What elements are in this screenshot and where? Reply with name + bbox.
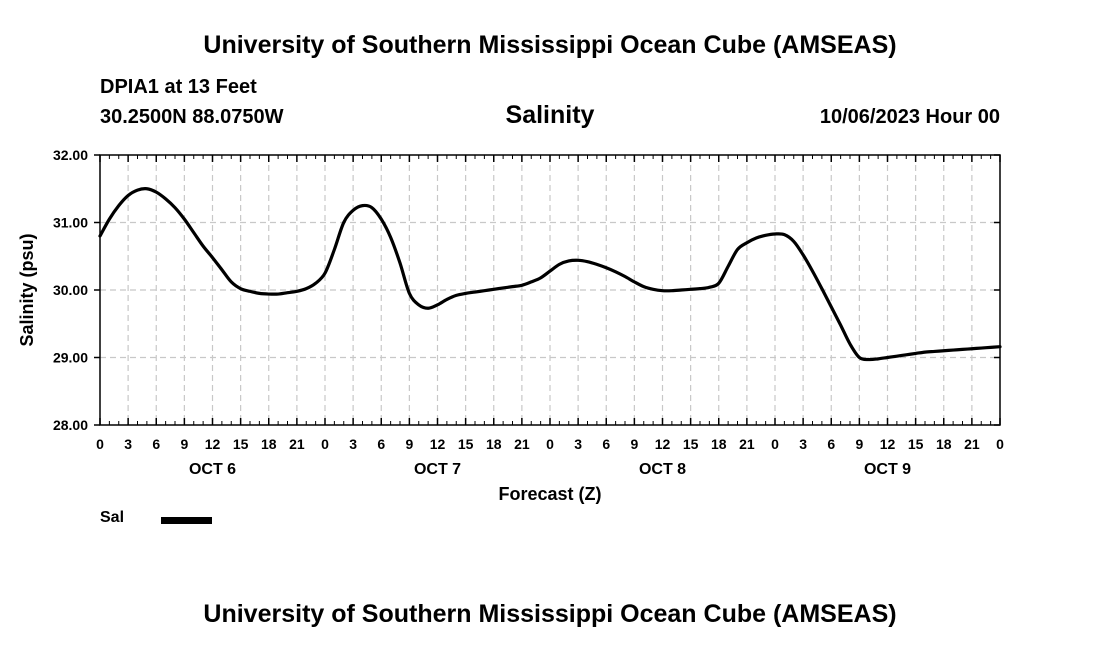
y-tick-label: 31.00: [53, 215, 88, 231]
labels-layer: 0 3 6 9 12 15 18 21 0 3 6 9 12 15 18 21 0 3 6 9 12 15 18 21 0 3 6 9…: [17, 147, 1004, 504]
y-tick-label: 29.00: [53, 350, 88, 366]
y-axis-title: Salinity (psu): [17, 233, 37, 346]
station-coordinates: 30.2500N 88.0750W: [100, 106, 284, 128]
chart-title: Salinity: [505, 101, 595, 129]
x-tick-label: 12: [880, 436, 896, 452]
page-title: University of Southern Mississippi Ocean…: [203, 31, 897, 59]
legend-line-swatch: [161, 517, 212, 524]
x-tick-label: 21: [964, 436, 980, 452]
x-tick-label: 18: [711, 436, 727, 452]
x-tick-label: 12: [655, 436, 671, 452]
x-tick-label: 0: [771, 436, 779, 452]
x-tick-label: 12: [430, 436, 446, 452]
x-axis-title: Forecast (Z): [498, 484, 601, 504]
footer-title: University of Southern Mississippi Ocean…: [203, 600, 897, 628]
x-tick-label: 9: [630, 436, 638, 452]
x-tick-label: 6: [827, 436, 835, 452]
x-tick-label: 18: [936, 436, 952, 452]
series-layer: [98, 187, 1002, 362]
x-tick-label: 3: [349, 436, 357, 452]
station-label: DPIA1 at 13 Feet: [100, 76, 257, 98]
x-tick-label: 21: [514, 436, 530, 452]
y-tick-label: 28.00: [53, 417, 88, 433]
x-tick-label: 0: [321, 436, 329, 452]
x-tick-label: 15: [458, 436, 474, 452]
x-tick-label: 9: [180, 436, 188, 452]
x-tick-label: 0: [96, 436, 104, 452]
x-tick-label: 0: [996, 436, 1004, 452]
x-tick-label: 3: [124, 436, 132, 452]
x-tick-label: 0: [546, 436, 554, 452]
legend-label: Sal: [100, 509, 125, 526]
x-tick-label: 15: [683, 436, 699, 452]
x-tick-label: 3: [799, 436, 807, 452]
x-tick-label: 3: [574, 436, 582, 452]
x-tick-label: 15: [233, 436, 249, 452]
issue-time: 10/06/2023 Hour 00: [819, 106, 1000, 128]
x-tick-label: 18: [261, 436, 277, 452]
x-tick-label: 21: [739, 436, 755, 452]
axes-layer: [94, 154, 1001, 426]
day-label: OCT 9: [864, 461, 911, 478]
series-line-sal: [98, 187, 1002, 362]
x-tick-label: 9: [855, 436, 863, 452]
y-tick-label: 32.00: [53, 147, 88, 163]
day-label: OCT 6: [189, 461, 236, 478]
day-label: OCT 8: [639, 461, 686, 478]
day-label: OCT 7: [414, 461, 461, 478]
x-tick-label: 21: [289, 436, 305, 452]
x-tick-label: 6: [602, 436, 610, 452]
x-tick-label: 6: [377, 436, 385, 452]
x-tick-label: 18: [486, 436, 502, 452]
x-tick-label: 9: [405, 436, 413, 452]
y-tick-label: 30.00: [53, 282, 88, 298]
grid-layer: [100, 155, 1000, 425]
x-tick-label: 12: [205, 436, 221, 452]
x-tick-label: 6: [152, 436, 160, 452]
x-tick-label: 15: [908, 436, 924, 452]
